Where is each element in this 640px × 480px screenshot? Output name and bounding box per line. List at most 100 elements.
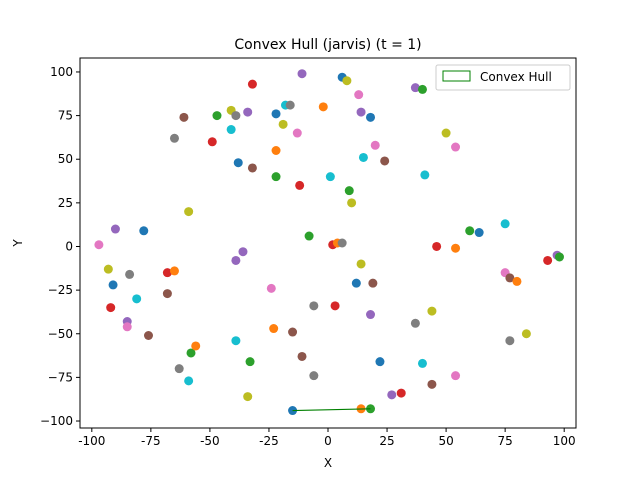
data-point: [169, 266, 179, 276]
y-tick-label: −25: [48, 283, 73, 297]
data-point: [351, 278, 361, 288]
data-point: [368, 278, 378, 288]
data-point: [238, 247, 248, 257]
data-point: [427, 306, 437, 316]
data-point: [297, 69, 307, 79]
x-tick-label: -50: [200, 434, 220, 448]
data-point: [94, 240, 104, 250]
x-tick-label: 50: [438, 434, 453, 448]
data-point: [356, 259, 366, 269]
data-point: [356, 107, 366, 117]
data-point: [347, 198, 357, 208]
data-point: [269, 324, 279, 334]
hull-layer: [292, 408, 371, 412]
data-point: [344, 186, 354, 196]
data-point: [366, 112, 376, 122]
data-point: [342, 76, 352, 86]
data-point: [125, 269, 135, 279]
data-point: [410, 318, 420, 328]
data-point: [410, 83, 420, 93]
data-point: [162, 289, 172, 299]
y-tick-label: 75: [58, 109, 73, 123]
x-tick-label: 25: [379, 434, 394, 448]
data-point: [370, 140, 380, 150]
data-point: [184, 207, 194, 217]
data-point: [420, 170, 430, 180]
x-tick-label: -75: [141, 434, 161, 448]
data-point: [271, 109, 281, 119]
data-point: [500, 219, 510, 229]
data-point: [451, 142, 461, 152]
data-point: [106, 303, 116, 313]
data-point: [474, 228, 484, 238]
data-point: [309, 371, 319, 381]
y-tick-label: −75: [48, 370, 73, 384]
x-tick-label: -25: [259, 434, 279, 448]
data-point: [505, 273, 515, 283]
data-point: [207, 137, 217, 147]
data-point: [184, 376, 194, 386]
data-point: [143, 331, 153, 340]
data-point: [285, 100, 295, 110]
data-point: [231, 336, 241, 346]
data-point: [295, 180, 305, 190]
data-point: [212, 111, 222, 121]
data-point: [179, 112, 189, 122]
data-point: [366, 310, 376, 320]
data-point: [139, 226, 149, 236]
data-points: [94, 69, 564, 416]
y-tick-label: −100: [40, 414, 73, 428]
data-point: [103, 264, 113, 274]
data-point: [292, 128, 302, 138]
data-point: [512, 276, 522, 286]
data-point: [432, 241, 442, 251]
data-point: [233, 158, 243, 168]
data-point: [441, 128, 451, 138]
data-point: [288, 327, 298, 337]
data-point: [271, 146, 281, 155]
x-tick-label: 100: [553, 434, 576, 448]
data-point: [387, 390, 397, 400]
data-point: [247, 79, 257, 89]
data-point: [231, 111, 241, 121]
data-point: [521, 329, 531, 339]
data-point: [505, 336, 515, 346]
axis-ticks: -100 -75 -50 -25 0 25 50 75 100 −100 −75 −50 −25 0 25 5…: [40, 65, 576, 448]
data-point: [325, 172, 335, 182]
x-tick-label: 0: [324, 434, 332, 448]
data-point: [417, 84, 427, 94]
data-point: [108, 280, 118, 290]
data-point: [337, 238, 347, 248]
x-axis-label: X: [324, 456, 332, 470]
data-point: [427, 379, 437, 389]
plot-frame: [79, 57, 577, 429]
data-point: [174, 364, 184, 374]
data-point: [266, 283, 276, 293]
data-point: [110, 224, 120, 234]
data-point: [354, 90, 364, 100]
data-point: [169, 133, 179, 143]
data-point: [318, 102, 328, 112]
y-axis-label: Y: [11, 239, 25, 248]
data-point: [465, 226, 475, 236]
data-point: [297, 351, 307, 361]
data-point: [396, 388, 406, 398]
data-point: [122, 322, 132, 332]
x-tick-label: -100: [78, 434, 105, 448]
chart-title: Convex Hull (jarvis) (t = 1): [234, 37, 421, 53]
x-tick-label: 75: [498, 434, 513, 448]
data-point: [451, 243, 461, 253]
legend-swatch-convex-hull: [442, 70, 471, 82]
y-tick-label: −50: [48, 327, 73, 341]
data-point: [304, 231, 314, 241]
data-point: [231, 255, 241, 265]
data-point: [247, 163, 257, 173]
data-point: [278, 119, 288, 129]
legend: Convex Hull: [435, 64, 571, 91]
data-point: [330, 301, 340, 311]
y-tick-label: 25: [58, 196, 73, 210]
y-tick-label: 100: [50, 65, 73, 79]
data-point: [226, 125, 236, 135]
data-point: [417, 358, 427, 368]
